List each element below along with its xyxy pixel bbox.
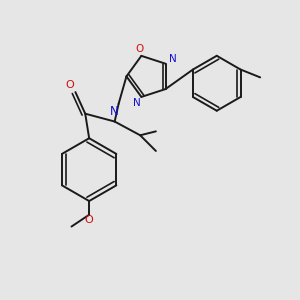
Text: N: N [133,98,140,108]
Text: O: O [135,44,143,54]
Text: O: O [65,80,74,90]
Text: O: O [85,215,94,225]
Text: N: N [169,54,176,64]
Text: N: N [110,105,119,118]
